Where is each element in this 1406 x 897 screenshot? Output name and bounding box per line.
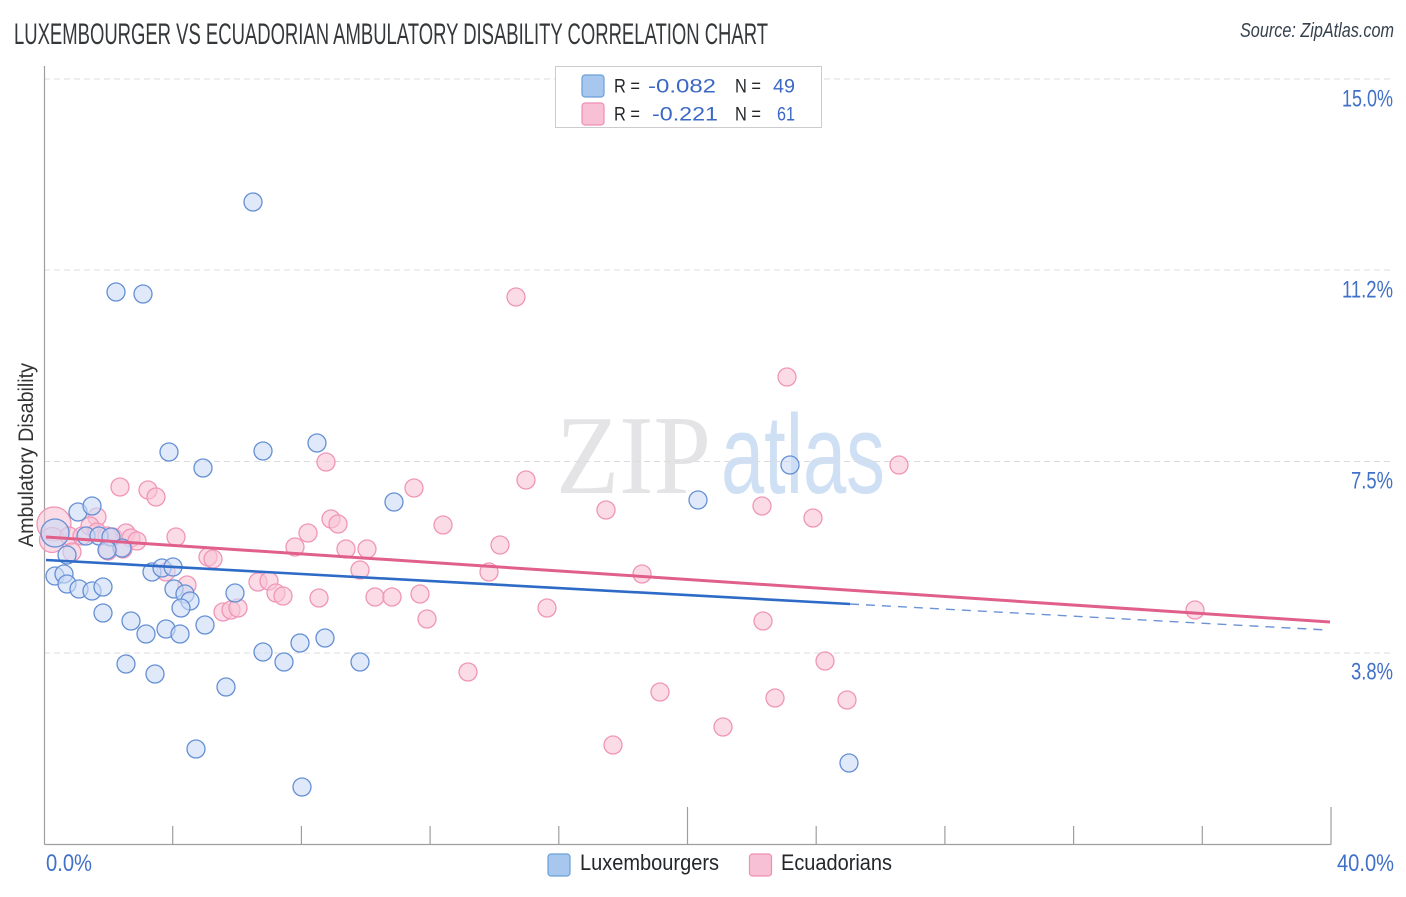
svg-text:LUXEMBOURGER VS ECUADORIAN AMB: LUXEMBOURGER VS ECUADORIAN AMBULATORY DI… xyxy=(14,18,768,51)
svg-text:N =: N = xyxy=(735,105,761,126)
svg-text:3.8%: 3.8% xyxy=(1351,659,1393,686)
svg-text:Luxembourgers: Luxembourgers xyxy=(580,850,719,875)
svg-text:40.0%: 40.0% xyxy=(1337,850,1394,877)
svg-text:15.0%: 15.0% xyxy=(1342,86,1393,113)
svg-text:49: 49 xyxy=(773,77,795,98)
svg-text:61: 61 xyxy=(777,105,795,126)
svg-text:Source: ZipAtlas.com: Source: ZipAtlas.com xyxy=(1240,20,1394,42)
svg-text:-0.221: -0.221 xyxy=(652,105,718,126)
svg-text:Ecuadorians: Ecuadorians xyxy=(781,850,892,875)
svg-text:Ambulatory Disability: Ambulatory Disability xyxy=(15,363,38,547)
svg-text:R =: R = xyxy=(614,77,640,98)
svg-text:0.0%: 0.0% xyxy=(46,850,92,877)
svg-text:-0.082: -0.082 xyxy=(648,77,716,98)
svg-text:ZIP: ZIP xyxy=(556,394,711,518)
svg-text:N =: N = xyxy=(735,77,761,98)
svg-text:7.5%: 7.5% xyxy=(1351,468,1393,495)
svg-text:11.2%: 11.2% xyxy=(1342,277,1393,304)
svg-text:R =: R = xyxy=(614,105,640,126)
svg-text:atlas: atlas xyxy=(721,392,885,517)
